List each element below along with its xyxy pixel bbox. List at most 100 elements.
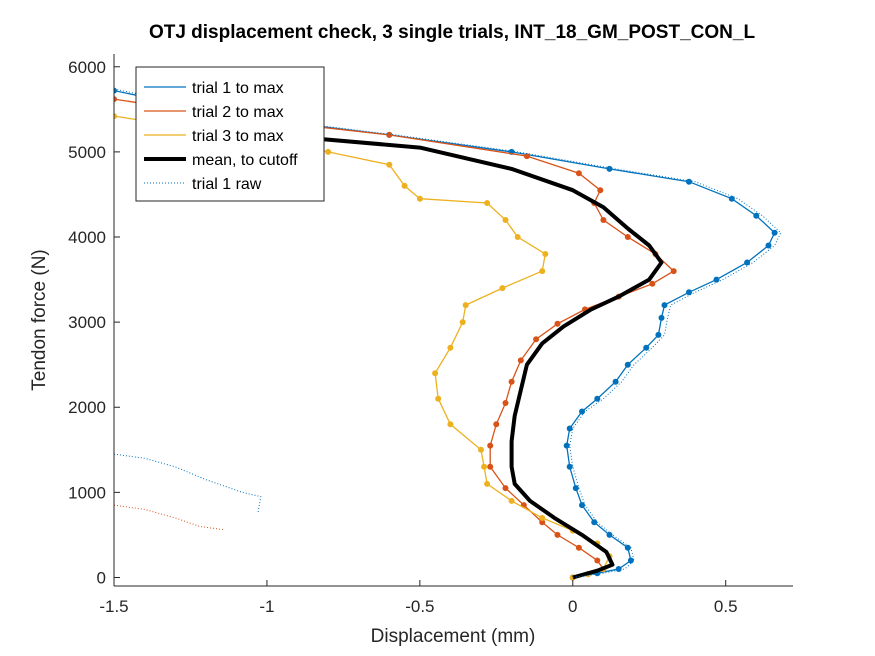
series-1-point [606, 531, 613, 538]
series-6-line [114, 453, 262, 514]
legend-entry-label: trial 1 to max [192, 80, 284, 97]
series-3-point [435, 395, 442, 402]
y-tick-label: 4000 [68, 228, 106, 247]
series-1-point [765, 242, 772, 249]
series-1-point [728, 195, 735, 202]
series-1-point [686, 178, 692, 185]
series-3-point [447, 421, 454, 428]
series-1-point [624, 361, 631, 368]
series-1-point [579, 502, 585, 509]
series-2-point [575, 170, 582, 177]
series-3-point [481, 463, 488, 470]
series-1-point [658, 314, 665, 321]
series-3-point [499, 285, 506, 292]
legend-entry-label: trial 2 to max [192, 104, 284, 121]
x-tick-label: 0 [568, 597, 577, 616]
series-2-point [594, 557, 601, 564]
series-7-line [114, 504, 225, 531]
series-2-point [114, 96, 117, 103]
series-3-point [325, 148, 332, 155]
series-2-point [386, 131, 393, 138]
x-tick-label: -0.5 [405, 597, 434, 616]
series-3-point [459, 319, 466, 326]
series-1-point [606, 165, 613, 172]
y-tick-label: 3000 [68, 313, 106, 332]
series-3-point [484, 200, 491, 206]
y-axis-label: Tendon force (N) [29, 249, 50, 391]
series-2-point [523, 153, 530, 160]
series-2-point [502, 485, 509, 492]
series-2-point [575, 544, 582, 551]
series-3-point [539, 514, 546, 521]
series-4-line [321, 137, 664, 580]
series-1-point [753, 212, 760, 219]
series-1-point [655, 331, 662, 338]
x-tick-label: -1.5 [99, 597, 128, 616]
series-2-point [670, 268, 677, 275]
legend-entry-label: trial 3 to max [192, 128, 284, 145]
series-2-point [554, 320, 561, 327]
series-1-point [643, 344, 650, 351]
series-1-point [661, 302, 668, 309]
series-3-point [401, 182, 408, 189]
series-3-point [539, 268, 546, 275]
series-2-point [533, 336, 540, 343]
series-3-point [114, 113, 117, 120]
legend-box [135, 66, 325, 202]
series-1-point [686, 289, 692, 296]
series-1-point [744, 259, 751, 266]
x-axis-label: Displacement (mm) [371, 626, 536, 647]
series-3-point [484, 480, 491, 487]
y-tick-label: 5000 [68, 143, 106, 162]
series-3-point [508, 497, 515, 504]
series-1-point [615, 566, 622, 572]
series-2-point [624, 234, 631, 240]
series-3-point [386, 161, 393, 168]
series-2-point [508, 378, 515, 385]
series-3-point [432, 370, 439, 377]
x-tick-label: 0.5 [714, 597, 738, 616]
series-layer [114, 87, 782, 581]
chart-title: OTJ displacement check, 3 single trials,… [149, 22, 756, 43]
series-3-point [542, 251, 549, 257]
series-3-point [416, 195, 423, 202]
series-1-point [612, 378, 619, 385]
series-1-point [566, 425, 573, 432]
series-2-point [487, 442, 494, 449]
series-2-point [539, 519, 546, 526]
series-2-point [517, 357, 524, 364]
x-tick-label: -1 [259, 597, 274, 616]
y-tick-label: 0 [97, 568, 106, 587]
series-3-point [514, 234, 521, 240]
series-2-point [597, 187, 604, 194]
series-1-point [591, 519, 598, 526]
axes-layer: -1.5 -1 -0.5 0 0.5 0 1000 2000 3000 4000 5000 6000 [68, 54, 793, 616]
series-2-point [554, 531, 561, 538]
legend-entry-label: trial 1 raw [192, 176, 262, 193]
series-1-point [579, 408, 585, 415]
series-2-point [600, 217, 607, 223]
series-2-point [649, 280, 656, 287]
series-1-point [624, 544, 631, 551]
series-1-point [594, 395, 601, 402]
series-2-point [493, 421, 500, 428]
series-2-point [502, 400, 509, 406]
series-1-point [771, 229, 778, 236]
series-3-point [502, 217, 509, 223]
series-1-point [566, 463, 573, 470]
series-1-point [713, 276, 720, 283]
series-1-point [572, 485, 579, 492]
series-2-point [487, 463, 494, 470]
legend: trial 1 to max trial 2 to max trial 3 to m… [135, 66, 325, 202]
series-3-point [462, 302, 469, 309]
series-1-point [627, 557, 634, 564]
y-tick-label: 6000 [68, 58, 106, 77]
series-3-point [447, 344, 454, 351]
series-1-point [563, 442, 570, 449]
y-tick-label: 2000 [68, 398, 106, 417]
legend-entry-label: mean, to cutoff [192, 152, 298, 169]
series-3-point [478, 446, 484, 453]
series-5-line [114, 88, 782, 578]
